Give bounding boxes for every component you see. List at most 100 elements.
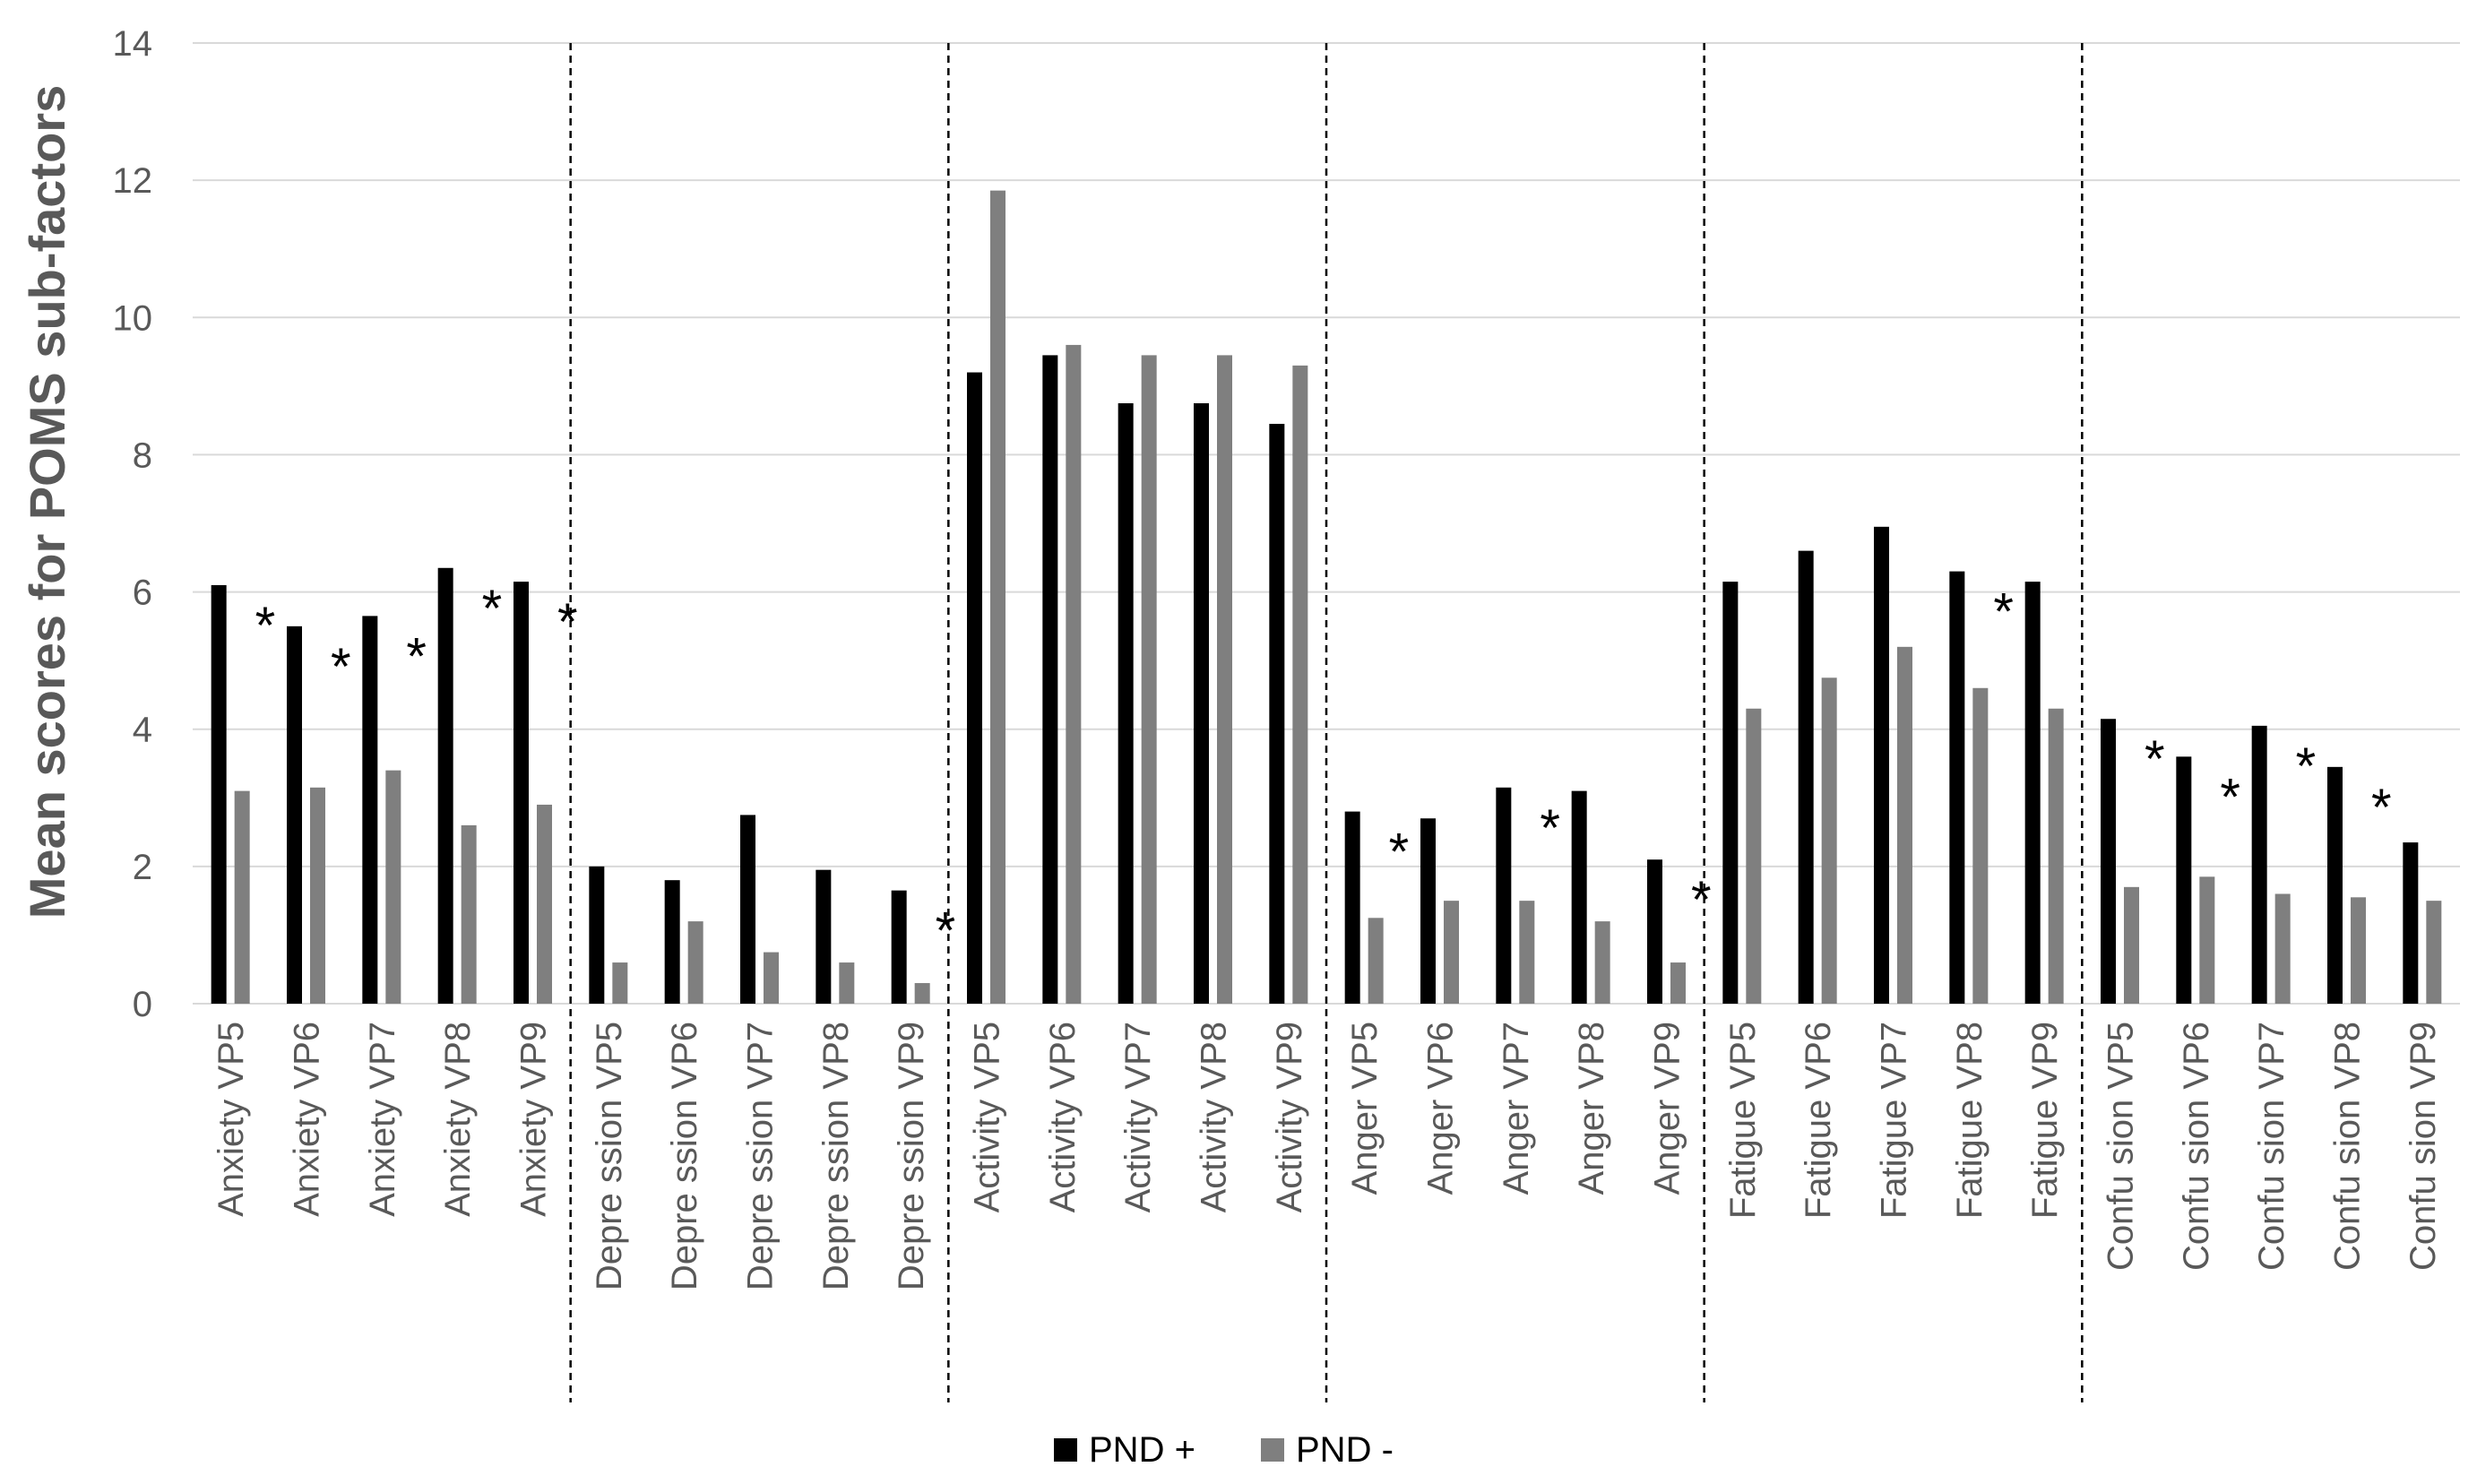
bar-pnd-plus xyxy=(2327,766,2343,1004)
bar-pnd-plus xyxy=(1420,818,1436,1004)
bar-pnd-minus xyxy=(1519,901,1535,1004)
y-tick-label: 12 xyxy=(113,161,153,201)
bar-pnd-plus xyxy=(211,584,227,1004)
x-category-label: Depre ssion VP7 xyxy=(741,1022,781,1290)
x-category-labels: Anxiety VP5 Anxiety VP6 Anxiety VP7 Anxiety… xyxy=(211,1022,2443,1290)
bar-pnd-minus xyxy=(1821,677,1837,1004)
bar-pnd-plus xyxy=(2251,725,2267,1004)
significance-star: * xyxy=(1540,799,1560,858)
bars xyxy=(211,190,2442,1005)
significance-star: * xyxy=(406,627,427,686)
bar-pnd-plus xyxy=(967,372,982,1004)
x-category-label: Anxiety VP8 xyxy=(438,1022,478,1217)
bar-pnd-plus xyxy=(1118,403,1134,1004)
significance-star: * xyxy=(1691,871,1712,929)
legend-swatch-pnd-minus xyxy=(1261,1438,1284,1462)
bar-pnd-minus xyxy=(2274,893,2291,1004)
bar-pnd-plus xyxy=(664,880,680,1004)
significance-star: * xyxy=(255,597,276,655)
bar-pnd-plus xyxy=(514,582,529,1004)
y-tick-label: 8 xyxy=(133,436,152,475)
x-category-label: Anger VP6 xyxy=(1421,1022,1461,1195)
x-category-label: Activity VP9 xyxy=(1270,1022,1309,1212)
significance-star: * xyxy=(2371,779,2392,837)
bar-pnd-minus xyxy=(1444,901,1459,1004)
y-tick-label: 10 xyxy=(113,298,153,338)
bar-pnd-plus xyxy=(816,869,832,1004)
bar-pnd-minus xyxy=(1897,646,1912,1004)
bar-pnd-minus xyxy=(612,962,628,1004)
bar-pnd-minus xyxy=(990,190,1005,1005)
bar-pnd-minus xyxy=(687,921,703,1004)
bar-pnd-minus xyxy=(1066,344,1082,1004)
bar-pnd-minus xyxy=(2426,901,2442,1004)
x-category-label: Depre ssion VP6 xyxy=(665,1022,704,1290)
x-category-label: Anxiety VP7 xyxy=(363,1022,402,1217)
bar-pnd-plus xyxy=(2024,582,2041,1004)
legend: PND + PND - xyxy=(1054,1430,1394,1470)
bar-pnd-minus xyxy=(385,770,401,1004)
x-category-label: Confu sion VP7 xyxy=(2252,1022,2291,1271)
x-category-label: Anger VP5 xyxy=(1345,1022,1385,1195)
bar-pnd-plus xyxy=(2101,719,2116,1004)
significance-star: * xyxy=(936,902,956,961)
significance-star: * xyxy=(2296,738,2317,796)
y-tick-labels: 0 2 4 6 8 10 12 14 xyxy=(113,24,153,1024)
x-category-label: Anger VP9 xyxy=(1648,1022,1687,1195)
bar-pnd-plus xyxy=(437,567,453,1004)
bar-pnd-plus xyxy=(1874,526,1889,1004)
x-category-label: Fatigue VP5 xyxy=(1723,1022,1763,1219)
x-category-label: Depre ssion VP9 xyxy=(892,1022,931,1290)
bar-pnd-plus xyxy=(1647,859,1662,1004)
bar-pnd-plus xyxy=(2176,756,2192,1004)
bar-pnd-minus xyxy=(1746,708,1762,1004)
bar-pnd-minus xyxy=(1368,918,1384,1004)
significance-star: * xyxy=(2145,730,2165,789)
x-category-label: Confu sion VP6 xyxy=(2177,1022,2216,1271)
bar-pnd-minus xyxy=(839,962,855,1004)
bar-pnd-minus xyxy=(1594,921,1610,1004)
y-tick-label: 2 xyxy=(133,848,152,887)
bar-pnd-plus xyxy=(1496,787,1512,1004)
significance-markers: * * * * * * * * * * * * * * xyxy=(255,580,2392,961)
bar-pnd-minus xyxy=(914,983,930,1004)
bar-pnd-minus xyxy=(537,804,552,1004)
bar-pnd-minus xyxy=(461,824,477,1004)
x-category-label: Anxiety VP5 xyxy=(211,1022,251,1217)
bar-pnd-minus xyxy=(1141,355,1157,1004)
y-tick-label: 14 xyxy=(113,24,153,64)
bar-pnd-minus xyxy=(2351,897,2366,1004)
significance-star: * xyxy=(1993,583,2014,642)
bar-pnd-minus xyxy=(1670,962,1686,1004)
y-tick-label: 0 xyxy=(133,985,152,1024)
x-category-label: Fatigue VP7 xyxy=(1875,1022,1914,1219)
y-tick-label: 4 xyxy=(133,711,152,750)
significance-star: * xyxy=(2220,768,2240,826)
bar-pnd-plus xyxy=(1042,355,1058,1004)
x-category-label: Anxiety VP6 xyxy=(288,1022,327,1217)
bar-pnd-plus xyxy=(589,866,605,1004)
bar-pnd-minus xyxy=(234,790,250,1004)
bar-pnd-minus xyxy=(2048,708,2064,1004)
gridlines xyxy=(193,42,2460,1005)
bar-pnd-minus xyxy=(1292,365,1308,1004)
bar-pnd-minus xyxy=(1972,687,1989,1004)
bar-pnd-plus xyxy=(1798,550,1814,1004)
x-category-label: Activity VP7 xyxy=(1118,1022,1158,1212)
bar-pnd-plus xyxy=(1194,403,1209,1004)
bar-pnd-plus xyxy=(891,890,907,1004)
x-category-label: Depre ssion VP5 xyxy=(590,1022,629,1290)
x-category-label: Activity VP5 xyxy=(968,1022,1007,1212)
bar-pnd-minus xyxy=(2199,876,2215,1004)
x-category-label: Anger VP8 xyxy=(1572,1022,1611,1195)
group-separators xyxy=(569,43,2084,1402)
y-tick-label: 6 xyxy=(133,574,152,613)
x-category-label: Confu sion VP8 xyxy=(2328,1022,2368,1271)
bar-pnd-minus xyxy=(2124,886,2139,1004)
bar-pnd-plus xyxy=(362,616,378,1004)
bar-pnd-plus xyxy=(287,626,302,1004)
significance-star: * xyxy=(482,580,503,638)
bar-pnd-plus xyxy=(1722,582,1739,1004)
x-category-label: Anger VP7 xyxy=(1497,1022,1536,1195)
